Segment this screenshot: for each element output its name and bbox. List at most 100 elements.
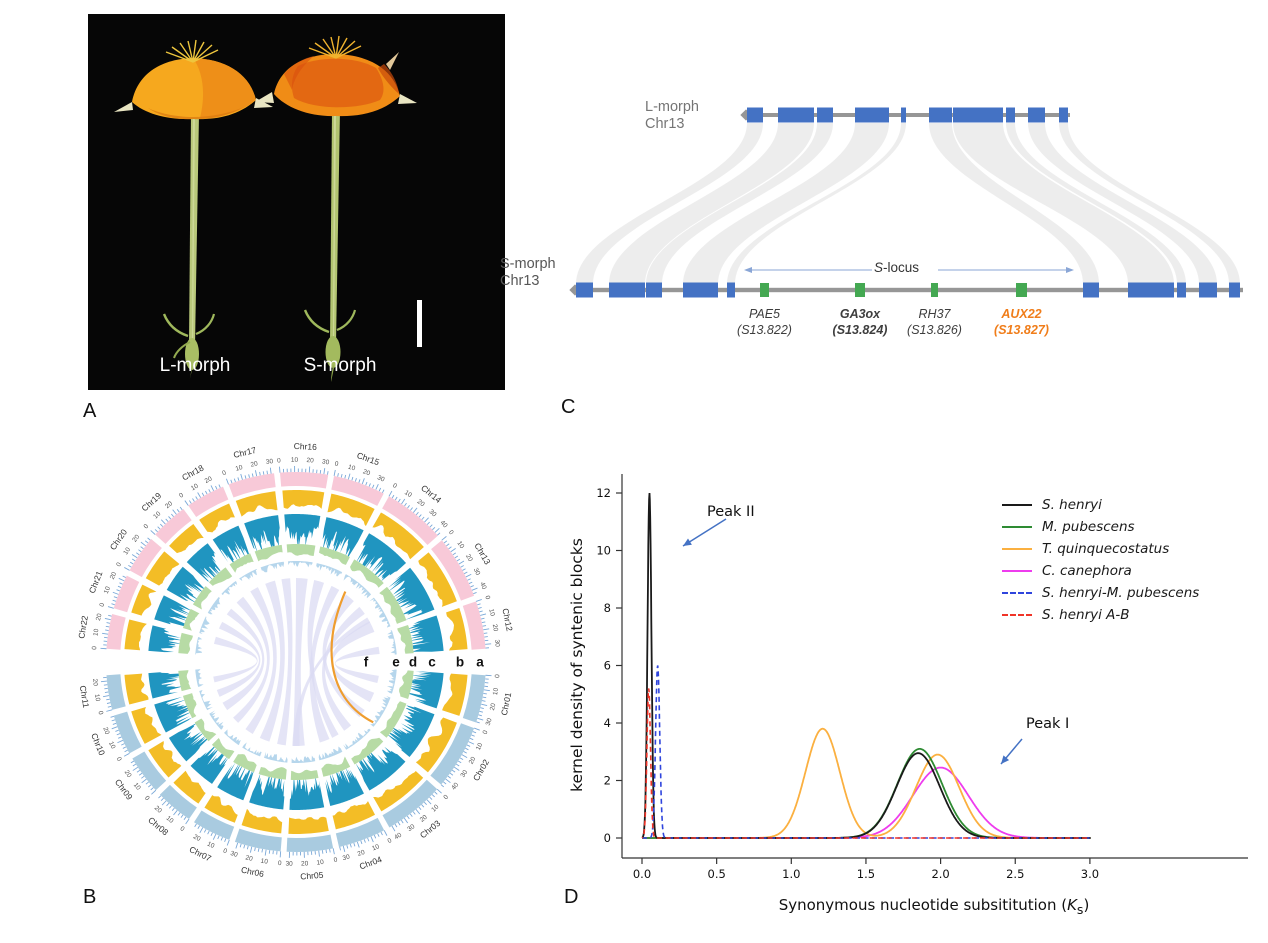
s-locus-rest: -locus: [883, 260, 920, 275]
svg-text:20: 20: [164, 500, 174, 510]
track-label-a: a: [476, 654, 484, 670]
gene-label-PAE5: PAE5 (S13.822): [710, 306, 820, 338]
svg-text:40: 40: [450, 781, 460, 791]
y-axis-label: kernel density of syntenic blocks: [568, 538, 586, 792]
legend-line-sample: [1002, 570, 1032, 572]
svg-text:10: 10: [93, 694, 101, 703]
gene-box: [760, 283, 769, 297]
panel-label-d: D: [564, 886, 579, 908]
svg-text:10: 10: [260, 858, 269, 866]
chromosome-band: [382, 779, 438, 828]
svg-text:12: 12: [596, 486, 611, 500]
track-label-e: e: [392, 654, 400, 670]
chromosome-band: [234, 828, 282, 852]
l-morph-label: L-morph: [159, 355, 231, 376]
svg-text:30: 30: [485, 717, 494, 726]
gene-box: [931, 283, 938, 297]
svg-text:2.0: 2.0: [931, 867, 949, 881]
svg-text:0: 0: [91, 645, 98, 649]
svg-text:0: 0: [221, 469, 227, 477]
svg-text:0: 0: [178, 492, 185, 500]
chromosome-band: [132, 751, 167, 791]
track-label-f: f: [363, 654, 369, 670]
svg-text:0: 0: [115, 561, 123, 568]
svg-text:20: 20: [491, 624, 499, 633]
chromosome-name: Chr17: [232, 445, 257, 460]
svg-text:0: 0: [391, 482, 398, 490]
chromosome-name: Chr22: [76, 615, 90, 640]
svg-text:10: 10: [596, 544, 611, 558]
l-morph-chr13-label: L-morph Chr13: [645, 99, 699, 133]
svg-text:0: 0: [143, 795, 151, 803]
s-morph-chr13-label: S-morph Chr13: [500, 256, 556, 290]
chromosome-band: [228, 473, 276, 498]
svg-text:2.5: 2.5: [1006, 867, 1024, 881]
gene-label-AUX22: AUX22 (S13.827): [967, 306, 1077, 338]
svg-text:20: 20: [362, 468, 372, 477]
svg-text:20: 20: [301, 860, 309, 867]
x-axis-label: Synonymous nucleotide subsititution (Ks): [734, 896, 1134, 917]
legend-label: S. henryi: [1042, 497, 1102, 513]
s-morph-flower: [255, 35, 417, 382]
svg-text:0: 0: [483, 595, 491, 601]
svg-text:30: 30: [266, 458, 274, 466]
series-6: [641, 688, 1091, 839]
svg-text:0.5: 0.5: [708, 867, 726, 881]
svg-text:0: 0: [482, 729, 490, 735]
svg-text:3.0: 3.0: [1081, 867, 1099, 881]
svg-text:10: 10: [152, 510, 162, 520]
svg-text:10: 10: [235, 464, 244, 473]
svg-text:0: 0: [115, 756, 123, 763]
svg-text:20: 20: [489, 702, 498, 711]
highlight-link: [330, 591, 374, 724]
track-label-d: d: [408, 654, 418, 670]
svg-text:10: 10: [403, 489, 413, 499]
svg-text:0: 0: [494, 674, 501, 678]
svg-text:0: 0: [387, 837, 394, 845]
svg-text:0: 0: [333, 856, 338, 864]
svg-text:30: 30: [322, 458, 331, 466]
svg-text:10: 10: [206, 841, 216, 851]
legend-label: C. canephora: [1042, 563, 1132, 579]
legend-line-sample: [1002, 548, 1032, 550]
svg-text:10: 10: [475, 742, 485, 752]
chromosome-name: Chr12: [500, 607, 514, 632]
svg-text:20: 20: [306, 457, 314, 465]
chromosome-name: Chr09: [113, 777, 135, 802]
legend-label: T. quinquecostatus: [1042, 541, 1170, 557]
chromosome-band: [106, 614, 126, 650]
svg-text:10: 10: [165, 815, 175, 825]
svg-text:40: 40: [439, 519, 449, 529]
chromosome-band: [331, 475, 384, 506]
legend-line-sample: [1002, 526, 1032, 528]
panel-label-a: A: [83, 400, 97, 422]
svg-text:10: 10: [316, 859, 324, 867]
chromosome-band: [382, 496, 438, 545]
chromosome-band: [113, 575, 140, 613]
chromosome-name: Chr13: [472, 541, 492, 566]
svg-text:20: 20: [204, 475, 214, 485]
svg-text:30: 30: [460, 769, 470, 779]
chromosome-band: [188, 486, 229, 518]
chromosome-name: Chr11: [78, 685, 92, 709]
svg-text:20: 20: [245, 854, 254, 863]
svg-text:10: 10: [107, 741, 117, 751]
legend-line-sample: [1002, 592, 1032, 594]
x-label-prefix: Synonymous nucleotide subsititution (: [778, 896, 1068, 914]
series-3: [642, 727, 1091, 839]
legend-line-sample: [1002, 614, 1032, 616]
svg-text:20: 20: [416, 498, 426, 508]
svg-text:30: 30: [406, 823, 416, 833]
svg-text:0: 0: [442, 793, 450, 801]
chromosome-band: [462, 601, 486, 650]
chromosome-band: [106, 674, 126, 710]
s-morph-chr13-line2: Chr13: [500, 273, 540, 289]
svg-text:0: 0: [222, 847, 228, 855]
chromosome-band: [279, 472, 329, 489]
svg-text:20: 20: [101, 726, 110, 736]
svg-text:2: 2: [604, 774, 611, 788]
svg-text:40: 40: [478, 581, 487, 591]
flower-photo: [88, 14, 505, 390]
track-label-c: c: [428, 654, 436, 670]
